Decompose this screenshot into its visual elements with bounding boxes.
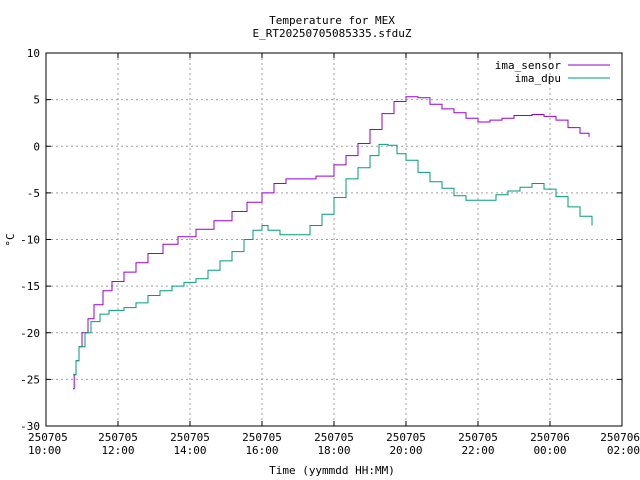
series-line-ima_dpu: [73, 143, 593, 376]
x-tick-time: 20:00: [389, 444, 422, 457]
x-tick-date: 250705: [28, 431, 68, 444]
legend-label: ima_dpu: [515, 72, 561, 85]
y-tick-label: -10: [20, 234, 40, 247]
y-tick-label: -20: [20, 327, 40, 340]
x-tick-date: 250705: [98, 431, 138, 444]
x-tick-date: 250705: [170, 431, 210, 444]
x-tick-time: 16:00: [245, 444, 278, 457]
x-tick-time: 22:00: [461, 444, 494, 457]
x-tick-time: 02:00: [607, 444, 640, 457]
y-tick-label: 5: [33, 94, 40, 107]
y-tick-label: -15: [20, 280, 40, 293]
x-tick-date: 250705: [386, 431, 426, 444]
chart-title: Temperature for MEX: [269, 14, 395, 27]
y-axis: -30 -25 -20 -15 -10 -5 0 5 10: [20, 47, 622, 433]
y-tick-label: -30: [20, 420, 40, 433]
x-tick-time: 10:00: [28, 444, 61, 457]
x-tick-time: 00:00: [533, 444, 566, 457]
x-tick-date: 250705: [314, 431, 354, 444]
x-axis: 25070510:0025070512:0025070514:002507051…: [28, 53, 640, 457]
legend-label: ima_sensor: [495, 59, 562, 72]
series-line-ima_sensor: [73, 96, 590, 390]
x-tick-date: 250706: [530, 431, 570, 444]
grid-lines: [46, 53, 622, 426]
y-tick-label: -5: [27, 187, 40, 200]
chart-subtitle: E_RT20250705085335.sfduZ: [253, 27, 412, 40]
x-tick-date: 250706: [600, 431, 640, 444]
y-tick-label: 10: [27, 47, 40, 60]
y-tick-label: 0: [33, 140, 40, 153]
x-tick-time: 14:00: [173, 444, 206, 457]
x-tick-date: 250705: [458, 431, 498, 444]
series-lines: [73, 96, 593, 390]
x-tick-time: 18:00: [317, 444, 350, 457]
x-axis-label: Time (yymmdd HH:MM): [269, 464, 395, 477]
x-tick-date: 250705: [242, 431, 282, 444]
x-tick-time: 12:00: [101, 444, 134, 457]
y-tick-label: -25: [20, 373, 40, 386]
plot-border: [45, 52, 623, 427]
y-axis-label: °C: [4, 233, 17, 246]
